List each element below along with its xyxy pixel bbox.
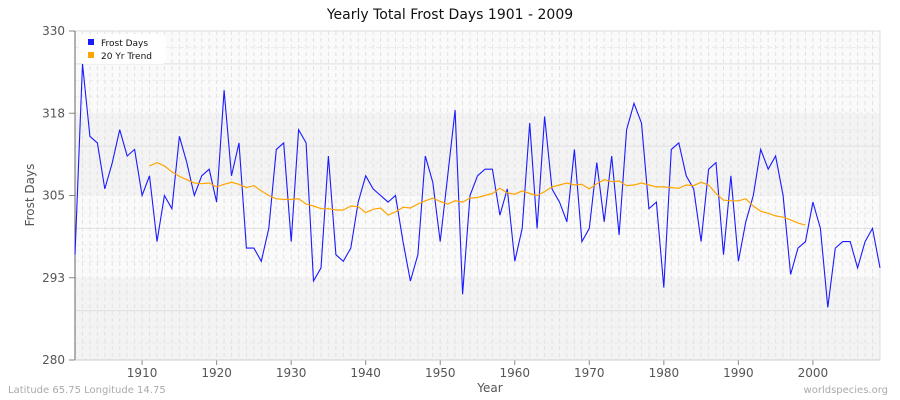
x-tick-label: 2000 <box>798 366 829 380</box>
x-tick-label: 1970 <box>574 366 605 380</box>
trend-line <box>149 161 806 226</box>
x-tick-label: 1950 <box>425 366 456 380</box>
x-tick-label: 1960 <box>499 366 530 380</box>
frost-days-line <box>74 63 881 308</box>
legend-swatch-frost-days <box>88 39 94 45</box>
x-tick-label: 1980 <box>649 366 680 380</box>
y-axis-label: Frost Days <box>23 164 37 227</box>
y-tick-label: 318 <box>42 106 65 120</box>
x-tick-label: 1940 <box>350 366 381 380</box>
x-tick-label: 1920 <box>201 366 232 380</box>
plot-band <box>75 31 880 114</box>
y-tick-label: 293 <box>42 271 65 285</box>
legend-label-trend: 20 Yr Trend <box>101 52 152 62</box>
x-tick-label: 1930 <box>276 366 307 380</box>
x-axis-label: Year <box>476 381 502 395</box>
legend-label-frost-days: Frost Days <box>101 39 148 49</box>
x-tick-label: 1910 <box>127 366 158 380</box>
y-tick-label: 280 <box>42 353 65 367</box>
y-axis-ticks: 280 293 305 318 330 <box>42 24 75 367</box>
y-tick-label: 305 <box>42 189 65 203</box>
chart-title: Yearly Total Frost Days 1901 - 2009 <box>326 7 574 23</box>
location-label: Latitude 65.75 Longitude 14.75 <box>8 385 166 396</box>
y-tick-label: 330 <box>42 24 65 38</box>
source-label: worldspecies.org <box>803 385 888 396</box>
x-axis-ticks: 1910 1920 1930 1940 1950 1960 1970 1980 1990 2000 <box>127 360 828 380</box>
grid-lines <box>74 30 881 361</box>
x-tick-label: 1990 <box>723 366 754 380</box>
legend-box <box>80 34 166 64</box>
legend: Frost Days 20 Yr Trend <box>80 34 166 64</box>
legend-swatch-trend <box>88 52 94 58</box>
series-lines <box>74 63 881 308</box>
